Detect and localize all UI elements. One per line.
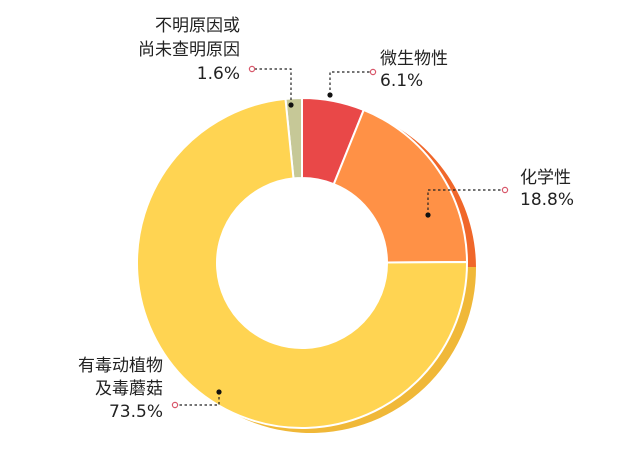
label-chemical-leader-line — [427, 189, 505, 215]
label-chemical-category-line: 化学性 — [520, 168, 571, 188]
label-microbial-anchor-dot — [327, 92, 333, 98]
donut-hole — [217, 178, 387, 348]
label-unknown-leader-line — [252, 68, 292, 105]
donut-hole-layer — [217, 178, 387, 348]
label-unknown-category-line: 尚未查明原因 — [138, 40, 240, 60]
label-chemical-value: 18.8% — [520, 190, 574, 210]
label-unknown: 不明原因或尚未查明原因 1.6% — [138, 16, 240, 84]
label-toxic-plants-mushrooms-anchor-dot — [216, 389, 222, 395]
label-chemical-end-ring — [501, 186, 509, 194]
label-toxic-plants-mushrooms-category-line: 有毒动植物 — [78, 356, 163, 376]
label-toxic-plants-mushrooms-category-line: 及毒蘑菇 — [95, 379, 163, 399]
label-chemical-anchor-dot — [425, 212, 431, 218]
label-microbial-value: 6.1% — [380, 71, 423, 91]
label-toxic-plants-mushrooms-value: 73.5% — [109, 402, 163, 422]
label-toxic-plants-mushrooms: 有毒动植物及毒蘑菇 73.5% — [78, 356, 163, 422]
label-microbial-leader-line — [329, 71, 373, 95]
donut-label-layer: 微生物性 6.1% 化学性 18.8% 有毒动植物及毒蘑菇 73.5% 不明原因或尚未查明原… — [78, 16, 574, 422]
label-chemical: 化学性 18.8% — [520, 168, 574, 210]
label-microbial-end-ring — [369, 68, 377, 76]
label-toxic-plants-mushrooms-leader-line — [175, 392, 220, 406]
label-unknown-anchor-dot — [288, 102, 294, 108]
label-microbial-category-line: 微生物性 — [380, 49, 448, 69]
label-unknown-value: 1.6% — [197, 64, 240, 84]
label-unknown-end-ring — [248, 65, 256, 73]
label-unknown-category-line: 不明原因或 — [155, 16, 240, 36]
label-toxic-plants-mushrooms-end-ring — [171, 401, 179, 409]
label-microbial: 微生物性 6.1% — [380, 49, 448, 91]
